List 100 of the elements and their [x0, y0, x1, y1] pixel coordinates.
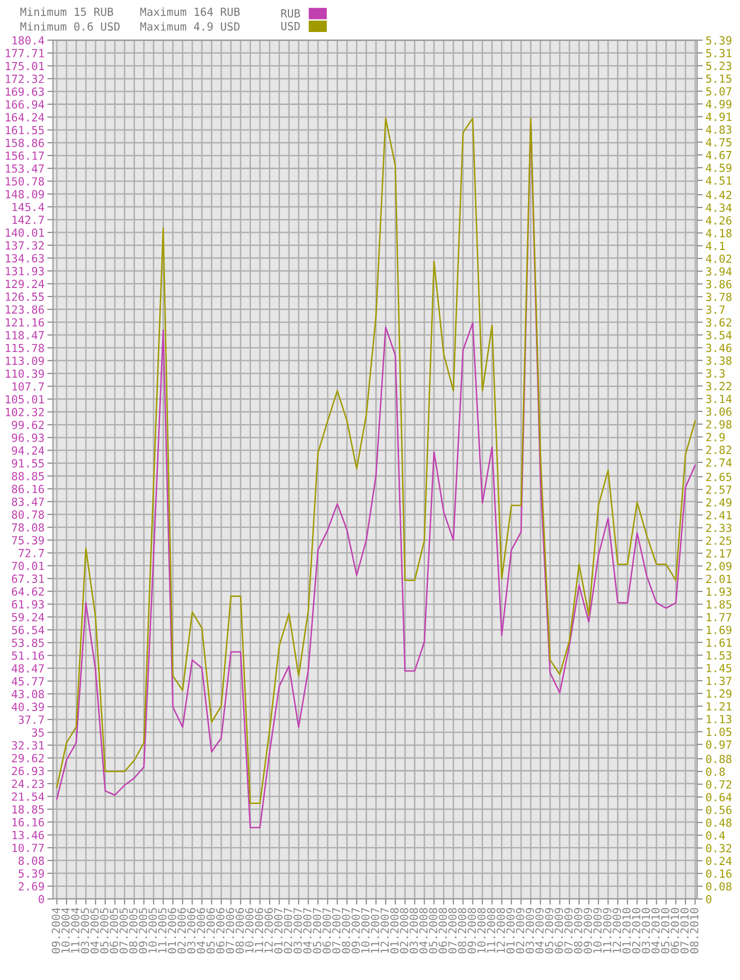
x-tick-label: 10.2006 — [245, 908, 254, 953]
text: Maximum 164 RUB — [140, 7, 240, 16]
y-tick-label: 137.32 — [6, 241, 44, 250]
x-tick-label: 10.2007 — [361, 908, 370, 953]
y-tick-label: 40.39 — [12, 702, 44, 712]
y-tick-label: 110.39 — [6, 369, 44, 378]
y2-tick-label: 4.99 — [706, 100, 732, 108]
x-tick-label: 03.2010 — [642, 908, 650, 954]
x-tick-label: 03.2009 — [526, 908, 534, 954]
y-tick-label: 78.08 — [12, 523, 44, 532]
y2-tick-label: 1.13 — [706, 714, 732, 724]
y2-tick-label: 1.61 — [706, 638, 732, 647]
y2-tick-label: 2.25 — [706, 536, 732, 545]
y-tick-label: 177.71 — [6, 49, 44, 58]
y2-tick-label: 4.59 — [706, 164, 732, 172]
y-tick-label: 94.24 — [12, 446, 44, 455]
y-tick-label: 8.08 — [18, 856, 44, 865]
y2-tick-label: 5.31 — [706, 48, 732, 58]
legend-label: RUB — [281, 9, 300, 18]
y2-tick-label: 3.38 — [706, 356, 732, 365]
y2-tick-label: 0.56 — [706, 806, 732, 814]
y-tick-label: 72.7 — [18, 548, 44, 558]
x-tick-label: 02.2009 — [516, 908, 524, 954]
x-tick-label: 07.2005 — [119, 908, 128, 954]
x-tick-label: 08.2005 — [129, 908, 138, 954]
x-tick-label: 12.2009 — [612, 908, 622, 953]
x-tick-label: 03.2007 — [293, 908, 302, 954]
y2-tick-label: 3.62 — [706, 318, 732, 327]
y2-tick-label: 5.15 — [706, 74, 732, 83]
y2-tick-label: 2.09 — [706, 562, 732, 570]
y-tick-label: 164.24 — [6, 113, 44, 122]
y-tick-label: 67.31 — [12, 574, 44, 583]
y-tick-label: 142.7 — [12, 216, 44, 224]
y2-tick-label: 0.48 — [706, 818, 732, 827]
y2-tick-label: 1.05 — [706, 728, 732, 736]
x-tick-label: 07.2006 — [226, 908, 234, 954]
y-tick-label: 43.08 — [12, 690, 44, 698]
y-tick-label: 2.69 — [18, 882, 44, 891]
x-tick-label: 07.2008 — [448, 908, 457, 954]
y2-tick-label: 3.54 — [706, 330, 732, 340]
y2-tick-label: 1.45 — [706, 664, 732, 672]
x-tick-label: 05.2005 — [100, 908, 108, 954]
x-tick-label: 02.2008 — [400, 908, 408, 954]
x-tick-label: 05.2008 — [428, 908, 438, 954]
y-tick-label: 56.54 — [12, 626, 44, 634]
y-tick-label: 175.01 — [6, 62, 44, 70]
x-tick-label: 08.2010 — [690, 908, 698, 954]
x-tick-label: 04.2007 — [303, 908, 312, 954]
y2-tick-label: 2.9 — [706, 432, 725, 442]
y-tick-label: 48.47 — [12, 664, 44, 673]
text: Minimum 15 RUB — [20, 7, 114, 16]
x-tick-label: 06.2009 — [554, 908, 564, 954]
y-tick-label: 26.93 — [12, 766, 44, 776]
y-tick-label: 91.55 — [12, 459, 44, 468]
x-tick-label: 10.2004 — [61, 908, 70, 953]
y-tick-label: 126.55 — [6, 292, 44, 301]
x-tick-label: 08.2008 — [458, 908, 466, 954]
y-tick-label: 166.94 — [6, 100, 44, 109]
y2-tick-label: 5.07 — [706, 87, 732, 96]
y2-tick-label: 4.34 — [706, 203, 732, 212]
x-tick-label: 06.2010 — [670, 908, 680, 954]
x-tick-label: 05.2009 — [544, 908, 554, 954]
y2-tick-label: 3.7 — [706, 305, 725, 314]
x-tick-label: 02.2006 — [177, 908, 186, 954]
y-tick-label: 123.86 — [6, 305, 44, 314]
x-tick-label: 06.2007 — [322, 908, 331, 954]
y2-tick-label: 1.69 — [706, 626, 732, 634]
y-tick-label: 118.47 — [6, 330, 44, 340]
y2-tick-label: 1.29 — [706, 689, 732, 698]
x-tick-label: 12.2008 — [496, 908, 505, 953]
y-tick-label: 16.16 — [12, 818, 44, 826]
y2-tick-label: 1.37 — [706, 676, 732, 686]
y-tick-label: 148.09 — [6, 190, 44, 198]
x-tick-label: 01.2007 — [274, 908, 283, 954]
y2-tick-label: 0.64 — [706, 792, 732, 802]
y-tick-label: 129.24 — [6, 280, 44, 288]
x-tick-label: 07.2007 — [332, 908, 341, 954]
y2-tick-label: 5.39 — [706, 36, 732, 45]
x-tick-label: 01.2006 — [168, 908, 176, 954]
y-tick-label: 131.93 — [6, 266, 44, 276]
x-tick-label: 08.2006 — [235, 908, 244, 954]
y-tick-label: 102.32 — [6, 408, 44, 416]
y-tick-label: 51.16 — [12, 651, 44, 660]
y-tick-label: 172.32 — [6, 74, 44, 84]
y2-tick-label: 0.32 — [706, 844, 732, 852]
y2-tick-label: 1.93 — [706, 587, 732, 596]
y2-tick-label: 3.22 — [706, 382, 732, 390]
y2-tick-label: 2.65 — [706, 472, 732, 482]
y-tick-label: 134.63 — [6, 254, 44, 262]
y-tick-label: 180.4 — [12, 36, 44, 45]
x-tick-label: 07.2009 — [564, 908, 573, 954]
y2-tick-label: 3.78 — [706, 292, 732, 302]
y2-tick-label: 3.3 — [706, 369, 725, 378]
y2-tick-label: 4.26 — [706, 216, 732, 225]
y-tick-label: 88.85 — [12, 472, 44, 480]
x-tick-label: 01.2009 — [506, 908, 515, 954]
x-tick-label: 11.2004 — [71, 908, 80, 953]
y2-tick-label: 1.21 — [706, 702, 732, 710]
y-tick-label: 145.4 — [12, 202, 44, 212]
x-tick-label: 06.2008 — [438, 908, 447, 954]
